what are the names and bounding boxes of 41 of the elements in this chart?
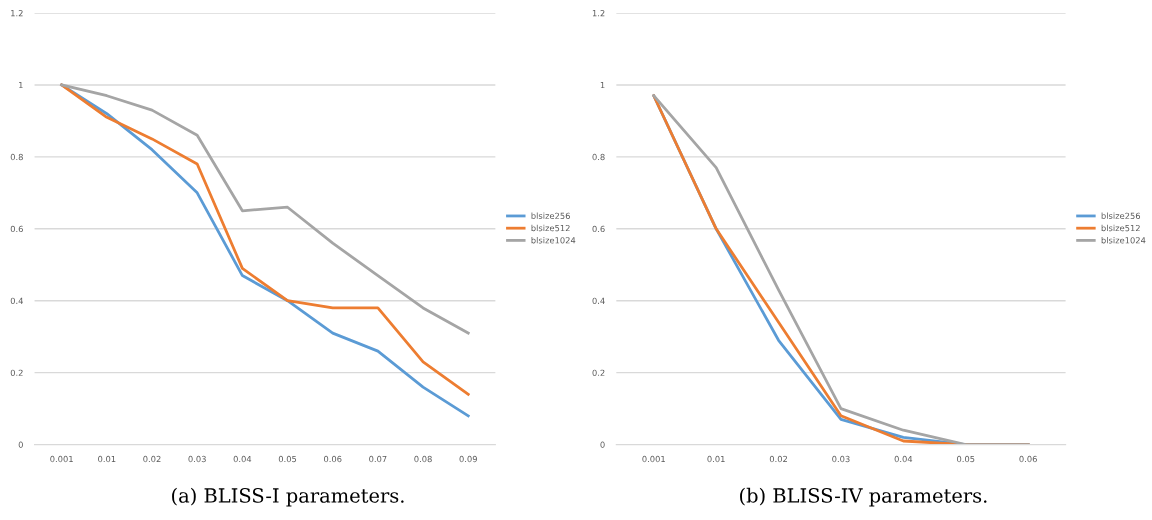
x-tick-label: 0.08 bbox=[414, 455, 432, 463]
legend-label: blsize512 bbox=[531, 224, 570, 232]
x-tick-label: 0.02 bbox=[143, 455, 161, 463]
y-tick-label: 0 bbox=[600, 441, 605, 448]
y-tick-label: 0.4 bbox=[592, 297, 605, 305]
x-tick-label: 0.001 bbox=[642, 455, 665, 463]
line-series bbox=[652, 94, 1030, 445]
y-tick-label: 0.4 bbox=[10, 297, 23, 305]
y-tick-label: 0.2 bbox=[10, 369, 23, 376]
x-tick-label: 0.001 bbox=[50, 455, 73, 463]
x-tick-label: 0.07 bbox=[369, 455, 387, 463]
x-tick-label: 0.04 bbox=[233, 455, 252, 463]
y-tick-label: 0 bbox=[18, 441, 23, 448]
text: (a) BLISS-I parameters. bbox=[172, 487, 404, 507]
x-tick-label: 0.05 bbox=[957, 455, 975, 463]
legend-label: blsize512 bbox=[1101, 224, 1140, 232]
x-tick-label: 0.04 bbox=[894, 455, 913, 463]
y-tick-label: 0.6 bbox=[10, 225, 23, 233]
x-tick-label: 0.06 bbox=[1019, 455, 1037, 463]
legend-label: blsize1024 bbox=[531, 237, 576, 244]
legend-label: blsize1024 bbox=[1101, 237, 1146, 244]
y-tick-label: 1.2 bbox=[592, 9, 605, 17]
y-tick-label: 1.2 bbox=[11, 9, 23, 17]
legend-label: blsize256 bbox=[1101, 212, 1141, 219]
x-tick-label: 0.09 bbox=[459, 455, 477, 463]
y-tick-label: 0.2 bbox=[592, 369, 605, 376]
y-tick-label: 1 bbox=[19, 82, 23, 89]
x-tick-label: 0.01 bbox=[707, 455, 725, 463]
x-tick-label: 0.06 bbox=[324, 455, 342, 463]
x-tick-label: 0.01 bbox=[98, 455, 116, 463]
y-tick-label: 0.8 bbox=[10, 153, 23, 161]
x-tick-label: 0.03 bbox=[188, 455, 206, 463]
x-tick-label: 0.05 bbox=[278, 455, 297, 463]
legend-label: blsize256 bbox=[531, 212, 570, 219]
text: (b) BLISS-IV parameters. bbox=[740, 487, 987, 507]
x-tick-label: 0.02 bbox=[769, 455, 787, 463]
y-tick-label: 0.8 bbox=[592, 153, 605, 161]
y-tick-label: 1 bbox=[600, 82, 605, 89]
x-tick-label: 0.03 bbox=[832, 455, 850, 463]
line-series bbox=[60, 83, 470, 335]
y-tick-label: 0.6 bbox=[592, 225, 605, 233]
